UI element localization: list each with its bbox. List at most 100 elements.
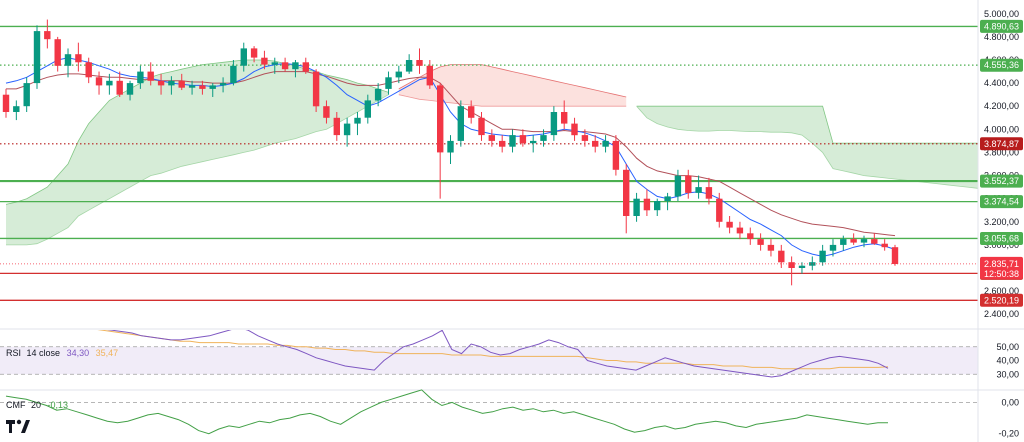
candle[interactable]: [85, 62, 92, 78]
candle[interactable]: [302, 62, 309, 72]
candle[interactable]: [850, 239, 857, 243]
candle[interactable]: [726, 221, 733, 228]
candle[interactable]: [13, 106, 20, 112]
price-tick-label: 3.800,00: [984, 147, 1019, 157]
candle[interactable]: [581, 135, 589, 141]
candle[interactable]: [116, 80, 123, 95]
kijun-sen-line: [6, 71, 896, 237]
candle[interactable]: [643, 198, 651, 211]
candle[interactable]: [829, 244, 837, 251]
candle[interactable]: [343, 123, 351, 136]
candle[interactable]: [550, 112, 558, 136]
candle[interactable]: [674, 175, 682, 197]
candle[interactable]: [654, 201, 661, 211]
rsi-pane[interactable]: [0, 306, 978, 378]
candle[interactable]: [623, 169, 630, 216]
candle[interactable]: [798, 265, 806, 268]
candle[interactable]: [468, 106, 475, 118]
candle[interactable]: [561, 112, 568, 124]
candle[interactable]: [405, 60, 413, 72]
rsi-tick-label: 40,00: [996, 356, 1019, 366]
candle[interactable]: [261, 57, 268, 65]
candle[interactable]: [426, 65, 433, 86]
candle[interactable]: [767, 244, 775, 251]
candle[interactable]: [530, 140, 537, 144]
candle[interactable]: [364, 100, 371, 118]
candle[interactable]: [488, 135, 495, 141]
candle[interactable]: [788, 262, 795, 268]
candle[interactable]: [395, 71, 402, 78]
candle[interactable]: [199, 85, 206, 89]
rsi-line: [107, 330, 889, 378]
candle[interactable]: [519, 135, 527, 144]
candle[interactable]: [54, 39, 61, 66]
candle[interactable]: [716, 198, 723, 222]
candle[interactable]: [664, 196, 671, 201]
candle[interactable]: [840, 239, 847, 245]
candle[interactable]: [33, 31, 41, 84]
candle[interactable]: [695, 187, 702, 193]
price-pane[interactable]: [0, 19, 978, 301]
candle[interactable]: [168, 80, 175, 86]
candle[interactable]: [75, 54, 82, 63]
candle[interactable]: [871, 239, 878, 244]
candle[interactable]: [2, 94, 10, 112]
candle[interactable]: [385, 77, 392, 89]
candle[interactable]: [44, 31, 51, 40]
candle[interactable]: [612, 140, 620, 170]
candle[interactable]: [447, 140, 454, 153]
price-axis[interactable]: 5.000,004.800,004.600,004.400,004.200,00…: [984, 9, 1019, 439]
candle[interactable]: [230, 65, 237, 84]
candle[interactable]: [64, 54, 72, 66]
candle[interactable]: [312, 71, 320, 107]
candle[interactable]: [106, 80, 113, 86]
candle[interactable]: [571, 123, 578, 136]
candle[interactable]: [881, 243, 888, 248]
candle[interactable]: [499, 140, 506, 147]
candle[interactable]: [819, 250, 826, 263]
candle[interactable]: [333, 117, 340, 136]
candle[interactable]: [137, 71, 144, 84]
candle[interactable]: [354, 117, 361, 124]
candle[interactable]: [592, 140, 599, 147]
candle[interactable]: [705, 187, 713, 199]
candle[interactable]: [602, 140, 609, 147]
candle[interactable]: [478, 117, 485, 136]
price-tick-label: 4.000,00: [984, 124, 1019, 134]
candle[interactable]: [374, 88, 382, 101]
candle[interactable]: [250, 48, 258, 58]
candle[interactable]: [157, 80, 165, 86]
candle[interactable]: [126, 83, 134, 95]
candle[interactable]: [219, 83, 227, 86]
candle[interactable]: [457, 106, 464, 141]
candle[interactable]: [281, 62, 289, 70]
candle[interactable]: [633, 198, 640, 216]
candle[interactable]: [540, 135, 547, 141]
candle[interactable]: [147, 71, 154, 81]
candle[interactable]: [747, 233, 754, 240]
candle[interactable]: [809, 262, 816, 266]
candle[interactable]: [757, 239, 764, 245]
candle[interactable]: [95, 77, 103, 86]
candle[interactable]: [209, 85, 216, 89]
tradingview-logo-icon[interactable]: [6, 419, 30, 433]
candle[interactable]: [23, 83, 30, 107]
candle[interactable]: [416, 60, 423, 66]
candle[interactable]: [240, 48, 247, 66]
candle[interactable]: [178, 80, 185, 88]
candle[interactable]: [292, 62, 299, 70]
candle[interactable]: [323, 106, 330, 118]
candle[interactable]: [437, 85, 444, 153]
candle[interactable]: [860, 239, 868, 243]
candle[interactable]: [509, 135, 516, 147]
candle[interactable]: [891, 247, 899, 264]
level-tag-bg: [980, 195, 1023, 209]
cmf-pane[interactable]: [0, 389, 978, 435]
candle[interactable]: [685, 175, 692, 193]
candle[interactable]: [271, 62, 278, 65]
candle[interactable]: [188, 85, 196, 88]
candle[interactable]: [736, 227, 744, 234]
candle[interactable]: [778, 250, 785, 263]
cmf-legend: CMF 20 -0,13: [6, 400, 68, 410]
